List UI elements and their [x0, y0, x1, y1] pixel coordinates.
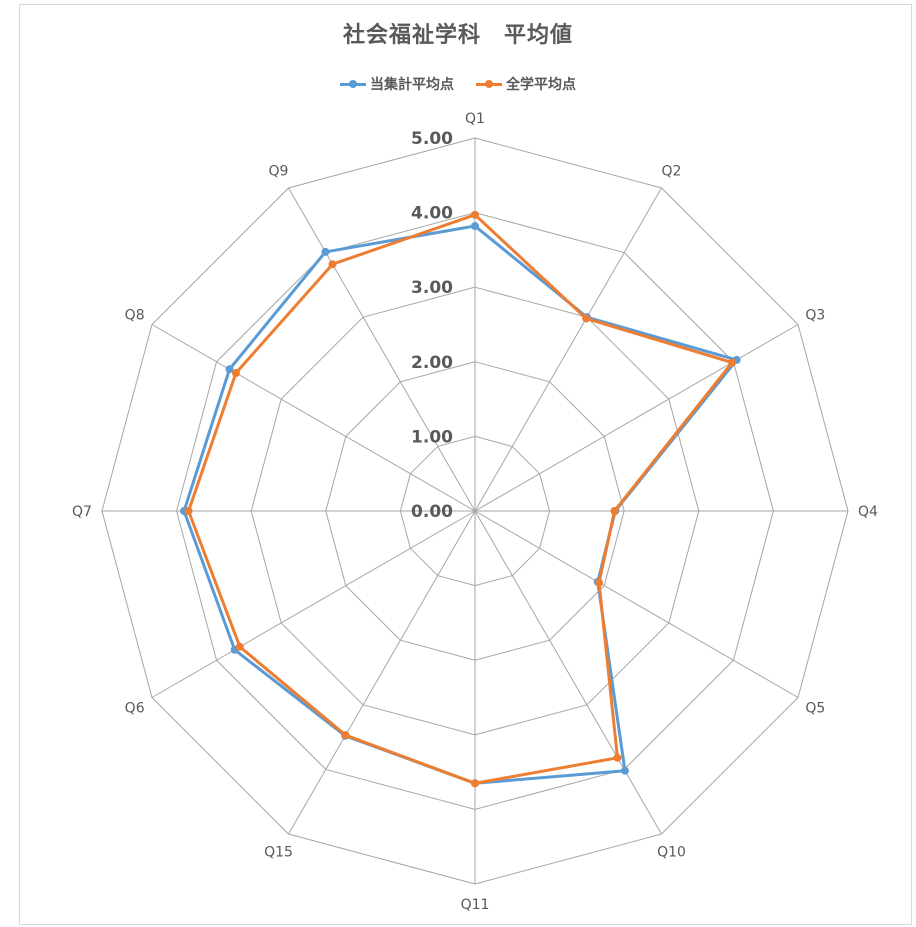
legend-label-series-1: 当集計平均点	[370, 77, 454, 93]
category-label-q7: Q7	[72, 504, 92, 520]
category-label-q5: Q5	[805, 701, 825, 717]
tick-label-0: 0.00	[411, 502, 453, 522]
grid-spoke-q5	[474, 510, 799, 698]
chart-legend: 当集計平均点 全学平均点	[0, 74, 916, 94]
series-line-2	[187, 213, 734, 785]
series-1-point-q10	[620, 766, 629, 775]
series-line-1	[182, 224, 739, 785]
category-label-q10: Q10	[657, 844, 686, 860]
series-2-point-q1	[471, 210, 479, 219]
tick-label-3: 3.00	[411, 278, 453, 298]
category-label-q9: Q9	[269, 164, 289, 180]
legend-item-series-1: 当集計平均点	[340, 74, 454, 94]
series-2-point-q8	[231, 368, 240, 377]
category-label-q1: Q1	[465, 111, 485, 127]
series-2-point-q4	[610, 507, 619, 515]
grid-spoke-q9	[288, 187, 476, 512]
series-2-point-q2	[582, 314, 591, 323]
tick-label-2: 2.00	[411, 353, 453, 373]
category-label-q4: Q4	[858, 504, 878, 520]
series-2-point-q3	[728, 358, 737, 367]
legend-swatch-series-1	[340, 79, 366, 89]
tick-label-4: 4.00	[411, 204, 453, 224]
category-label-q15: Q15	[264, 844, 293, 860]
grid-spoke-q8	[151, 324, 476, 512]
series-2-point-q6	[235, 642, 244, 651]
series-2-point-q15	[341, 731, 350, 740]
grid-spoke-q2	[474, 187, 662, 512]
category-label-q11: Q11	[461, 897, 490, 913]
series-1-point-q8	[225, 365, 234, 374]
chart-title: 社会福祉学科 平均値	[342, 23, 573, 48]
grid-spoke-q15	[288, 510, 476, 835]
legend-label-series-2: 全学平均点	[506, 77, 576, 93]
legend-swatch-series-2	[476, 79, 502, 89]
grid-spoke-q6	[151, 510, 476, 698]
tick-label-1: 1.00	[411, 427, 453, 447]
category-label-q2: Q2	[662, 164, 682, 180]
series-2-point-q9	[328, 260, 337, 269]
series-2-point-q10	[613, 753, 622, 762]
category-label-q8: Q8	[125, 308, 145, 324]
chart-frame	[19, 4, 912, 925]
grid-spoke-q10	[474, 510, 662, 835]
tick-label-5: 5.00	[411, 129, 453, 149]
series-1-point-q1	[471, 222, 479, 231]
category-label-q6: Q6	[125, 701, 145, 717]
series-2-point-q7	[184, 507, 193, 515]
series-2-point-q11	[471, 779, 479, 788]
grid-spoke-q3	[474, 324, 799, 512]
series-1-point-q9	[321, 247, 330, 256]
legend-item-series-2: 全学平均点	[476, 74, 576, 94]
series-2-point-q5	[595, 578, 604, 587]
category-label-q3: Q3	[805, 308, 825, 324]
